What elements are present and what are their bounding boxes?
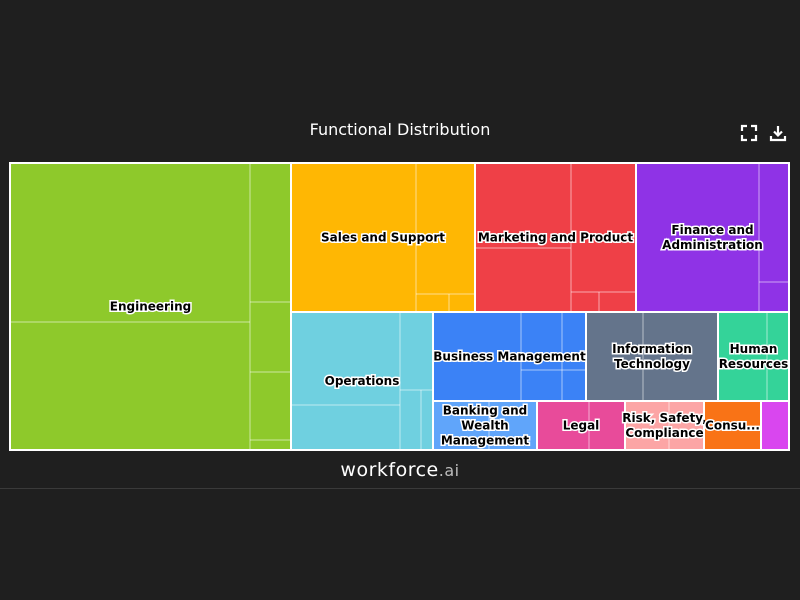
treemap-cell-human-resources[interactable]: Human Resources xyxy=(717,313,790,400)
treemap-label: Information Technology xyxy=(612,342,692,371)
chart-title: Functional Distribution xyxy=(309,120,491,139)
treemap-rect[interactable] xyxy=(292,313,432,449)
treemap-cell-finance-and-administration[interactable]: Finance and Administration xyxy=(637,164,788,311)
treemap-cell-marketing-and-product[interactable]: Marketing and Product xyxy=(476,164,635,311)
treemap-cell-risk-safety-compliance[interactable]: Risk, Safety, Compliance xyxy=(621,402,708,449)
treemap-label: Human Resources xyxy=(719,342,789,371)
footer-divider xyxy=(0,488,800,489)
treemap-rect[interactable] xyxy=(476,164,635,311)
treemap-rect[interactable] xyxy=(434,402,536,449)
download-icon xyxy=(769,126,787,142)
treemap-label: Finance and Administration xyxy=(662,223,763,252)
treemap-rect[interactable] xyxy=(11,164,290,449)
treemap-rect[interactable] xyxy=(719,313,788,400)
treemap-cell-other[interactable] xyxy=(762,402,788,449)
treemap: Engineering Sales and Support Marketing an… xyxy=(9,162,790,451)
treemap-rect[interactable] xyxy=(705,402,760,449)
treemap-label: Legal xyxy=(563,418,600,432)
treemap-cell-business-management[interactable]: Business Management xyxy=(432,313,587,400)
download-button[interactable] xyxy=(768,123,788,143)
brand-suffix: .ai xyxy=(438,461,460,480)
treemap-label: Risk, Safety, Compliance xyxy=(622,411,707,440)
treemap-cell-information-technology[interactable]: Information Technology xyxy=(587,313,717,400)
treemap-rect[interactable] xyxy=(587,313,717,400)
treemap-label: Operations xyxy=(325,374,400,388)
treemap-rect[interactable] xyxy=(292,164,474,311)
treemap-rect[interactable] xyxy=(762,402,788,449)
treemap-cell-banking-and-wealth-management[interactable]: Banking and Wealth Management xyxy=(434,402,536,449)
treemap-label: Marketing and Product xyxy=(478,230,634,244)
brand-main: workforce xyxy=(340,459,439,481)
treemap-label: Business Management xyxy=(433,349,586,363)
brand-logo: workforce.ai xyxy=(0,459,800,481)
treemap-cell-operations[interactable]: Operations xyxy=(292,313,432,449)
treemap-svg: Engineering Sales and Support Marketing an… xyxy=(11,164,790,449)
treemap-label: Engineering xyxy=(110,299,191,313)
treemap-label: Banking and Wealth Management xyxy=(441,403,530,447)
treemap-rect[interactable] xyxy=(637,164,788,311)
fullscreen-button[interactable] xyxy=(739,123,759,143)
treemap-cell-consulting[interactable]: Consu... xyxy=(704,402,761,449)
treemap-label: Sales and Support xyxy=(321,230,445,244)
treemap-rect[interactable] xyxy=(626,402,703,449)
treemap-rect[interactable] xyxy=(538,402,624,449)
treemap-rect[interactable] xyxy=(434,313,585,400)
treemap-cell-legal[interactable]: Legal xyxy=(538,402,624,449)
treemap-cell-engineering[interactable]: Engineering xyxy=(11,164,290,449)
fullscreen-icon xyxy=(740,124,758,142)
treemap-cell-sales-and-support[interactable]: Sales and Support xyxy=(292,164,474,311)
treemap-label: Consu... xyxy=(705,418,760,432)
